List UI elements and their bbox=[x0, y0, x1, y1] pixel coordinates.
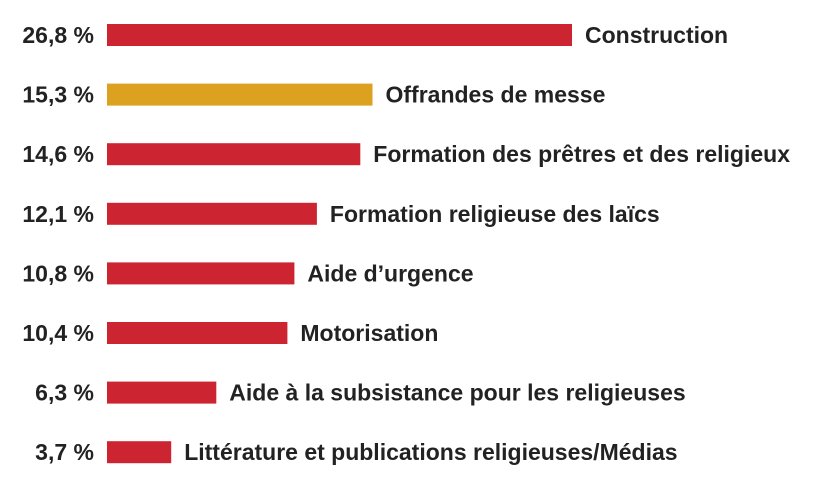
bar bbox=[107, 83, 373, 106]
category-label: Construction bbox=[585, 22, 728, 48]
bar bbox=[107, 322, 288, 344]
category-label: Aide d’urgence bbox=[307, 260, 473, 286]
value-label: 14,6 % bbox=[22, 141, 94, 167]
value-labels-group: 26,8 % 15,3 % 14,6 % 12,1 % 10,8 % 10,4 % 6,3 … bbox=[22, 22, 94, 465]
category-labels-group: Construction Offrandes de messe Formation … bbox=[184, 22, 790, 465]
value-label: 10,4 % bbox=[22, 320, 94, 346]
bars-group bbox=[107, 24, 572, 464]
category-label: Littérature et publications religieuses/… bbox=[184, 439, 677, 465]
bar bbox=[107, 262, 295, 285]
bar bbox=[107, 24, 572, 46]
value-label: 12,1 % bbox=[22, 201, 94, 227]
value-label: 6,3 % bbox=[35, 380, 94, 406]
value-label: 3,7 % bbox=[35, 439, 94, 465]
value-label: 26,8 % bbox=[22, 22, 94, 48]
category-label: Formation des prêtres et des religieux bbox=[373, 141, 790, 167]
bar bbox=[107, 441, 172, 464]
category-label: Offrandes de messe bbox=[386, 82, 606, 108]
bar bbox=[107, 381, 217, 404]
category-label: Motorisation bbox=[300, 320, 438, 346]
category-label: Aide à la subsistance pour les religieus… bbox=[229, 380, 685, 406]
value-label: 15,3 % bbox=[22, 82, 94, 108]
bar bbox=[107, 143, 361, 166]
value-label: 10,8 % bbox=[22, 260, 94, 286]
category-label: Formation religieuse des laïcs bbox=[330, 201, 660, 227]
bar bbox=[107, 202, 317, 225]
